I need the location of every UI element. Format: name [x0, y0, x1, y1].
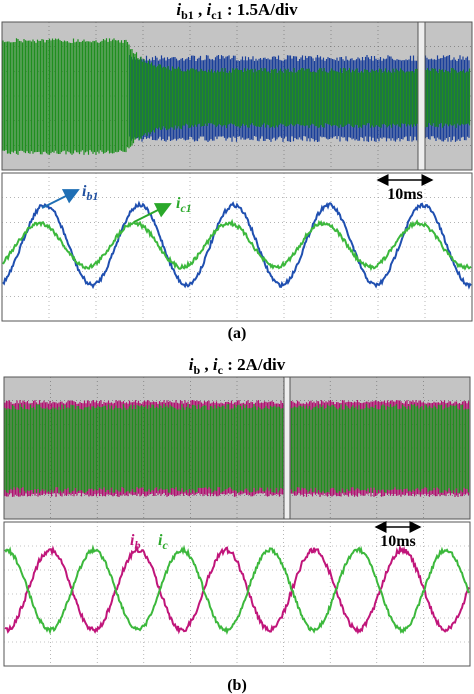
trace-label: ic1: [176, 195, 192, 215]
trace: [4, 544, 470, 635]
cursor: [283, 376, 291, 520]
panel-title: ib1 , ic1 : 1.5A/div: [176, 0, 298, 22]
panel-title: ib , ic : 2A/div: [189, 355, 286, 377]
trace: [4, 544, 470, 635]
oscilloscope-b: [3, 376, 471, 667]
arrow: [41, 189, 80, 209]
trace: [2, 218, 472, 272]
cursor: [417, 21, 426, 171]
caption: (b): [227, 677, 247, 694]
arrow: [133, 203, 172, 223]
trace-envelope: [4, 404, 470, 493]
trace: [2, 200, 472, 290]
trace-label: ib: [130, 532, 140, 552]
timescale: 10ms: [387, 186, 423, 203]
timescale: 10ms: [380, 533, 416, 550]
caption: (a): [228, 325, 247, 342]
trace-label: ib1: [82, 183, 98, 203]
oscilloscope-a: [1, 21, 473, 322]
trace-label: ic: [158, 532, 168, 552]
